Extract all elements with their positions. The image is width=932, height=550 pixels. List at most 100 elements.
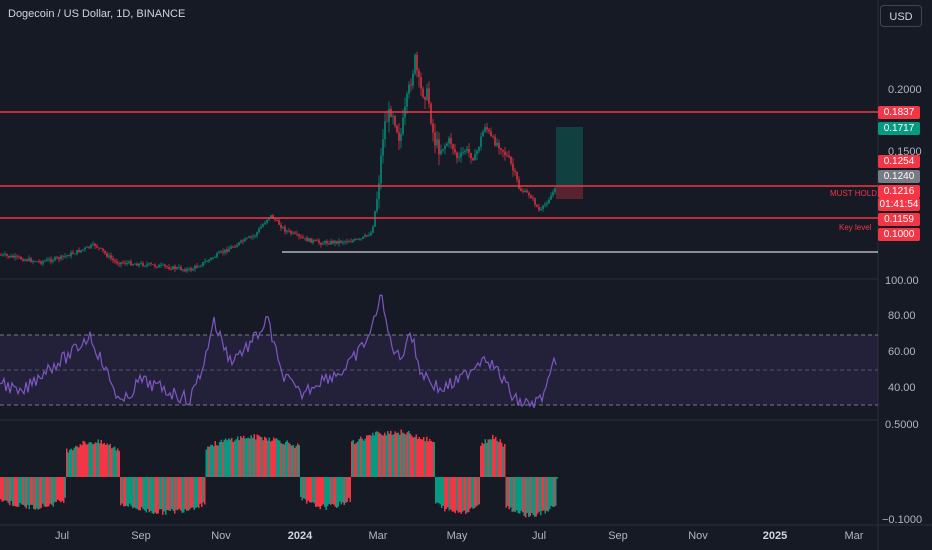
histogram-bar <box>547 477 549 512</box>
histogram-bar <box>0 477 2 500</box>
price-tag-0.1000[interactable]: 0.1000 <box>878 228 920 241</box>
histogram-bar <box>508 477 510 510</box>
candle-body <box>454 149 456 153</box>
histogram-bar <box>319 477 321 510</box>
candle-body <box>300 236 302 238</box>
candle-body <box>224 249 226 253</box>
histogram-bar <box>376 431 378 477</box>
histogram-bar <box>538 477 540 512</box>
candle-body <box>474 154 476 161</box>
candle-body <box>418 70 420 78</box>
histogram-bar <box>178 477 180 509</box>
candle-body <box>264 222 266 225</box>
candle-body <box>490 131 492 136</box>
histogram-bar <box>421 439 423 477</box>
histogram-bar <box>18 477 20 507</box>
candle-body <box>218 252 220 254</box>
histogram-bar <box>444 477 446 512</box>
histogram-bar <box>199 477 201 504</box>
histogram-bar <box>127 477 129 507</box>
histogram-bar <box>355 442 357 477</box>
price-tag-0.1837[interactable]: 0.1837 <box>878 106 920 119</box>
histogram-bar <box>541 477 543 511</box>
histogram-bar <box>231 437 233 477</box>
histogram-bar <box>318 477 320 507</box>
candle-body <box>452 144 454 150</box>
price-tag-0.1216[interactable]: 0.1216 <box>878 185 920 198</box>
histogram-bar <box>450 477 452 510</box>
histogram-bar <box>31 477 33 505</box>
candle-body <box>502 150 504 152</box>
histogram-bar <box>345 477 347 503</box>
candle-body <box>168 267 170 269</box>
candle-body <box>426 88 428 100</box>
currency-button[interactable]: USD <box>880 5 922 27</box>
histogram-bar <box>504 444 506 477</box>
histogram-bar <box>223 439 225 477</box>
histogram-bar <box>393 434 395 477</box>
histogram-bar <box>136 477 138 510</box>
histogram-bar <box>490 439 492 477</box>
candle-body <box>382 139 384 156</box>
histogram-bar <box>310 477 312 503</box>
histogram-bar <box>402 432 404 477</box>
histogram-bar <box>484 439 486 477</box>
candle-body <box>240 240 242 243</box>
candle-body <box>146 264 148 266</box>
histogram-bar <box>94 442 96 477</box>
candle-body <box>22 259 24 261</box>
histogram-bar <box>463 477 465 511</box>
histogram-bar <box>453 477 455 512</box>
histogram-bar <box>75 445 77 477</box>
current-price-tag[interactable]: 0.1240 <box>878 170 920 183</box>
histogram-bar <box>93 444 95 477</box>
candle-body <box>110 255 112 259</box>
histogram-bar <box>520 477 522 511</box>
candle-body <box>286 230 288 232</box>
candle-body <box>130 261 132 266</box>
histogram-bar <box>342 477 344 503</box>
histogram-bar <box>331 477 333 504</box>
candle-body <box>432 123 434 133</box>
candle-body <box>552 192 554 196</box>
candle-body <box>20 257 22 260</box>
histogram-bar <box>171 477 173 510</box>
candle-body <box>410 84 412 86</box>
candle-body <box>322 243 324 245</box>
candle-body <box>54 257 56 261</box>
histogram-bar <box>63 477 65 503</box>
histogram-bar <box>220 439 222 477</box>
histogram-bar <box>403 433 405 477</box>
candle-body <box>200 265 202 267</box>
histogram-bar <box>111 448 113 477</box>
candle-body <box>42 261 44 264</box>
histogram-bar <box>204 477 206 505</box>
candle-body <box>316 240 318 242</box>
symbol-title[interactable]: Dogecoin / US Dollar, 1D, BINANCE <box>8 8 186 20</box>
histogram-bar <box>84 441 86 477</box>
price-tag-0.1254[interactable]: 0.1254 <box>878 155 920 168</box>
histogram-bar <box>205 449 207 477</box>
candle-body <box>520 188 522 192</box>
histogram-bar <box>175 477 177 510</box>
candle-body <box>386 121 388 123</box>
candle-body <box>298 234 300 237</box>
price-tag-0.1159[interactable]: 0.1159 <box>878 213 920 226</box>
histogram-bar <box>313 477 315 504</box>
candle-body <box>12 255 14 258</box>
candle-body <box>84 247 86 250</box>
price-tag-0.1717[interactable]: 0.1717 <box>878 122 920 135</box>
candle-body <box>460 152 462 157</box>
histogram-bar <box>154 477 156 513</box>
histogram-bar <box>513 477 515 512</box>
histogram-bar <box>466 477 468 513</box>
candle-body <box>156 266 158 268</box>
candle-body <box>344 241 346 243</box>
candle-body <box>4 254 6 255</box>
histogram-bar <box>250 435 252 477</box>
candle-body <box>208 259 210 262</box>
candle-body <box>368 235 370 237</box>
histogram-bar <box>439 477 441 505</box>
histogram-bar <box>118 450 120 477</box>
